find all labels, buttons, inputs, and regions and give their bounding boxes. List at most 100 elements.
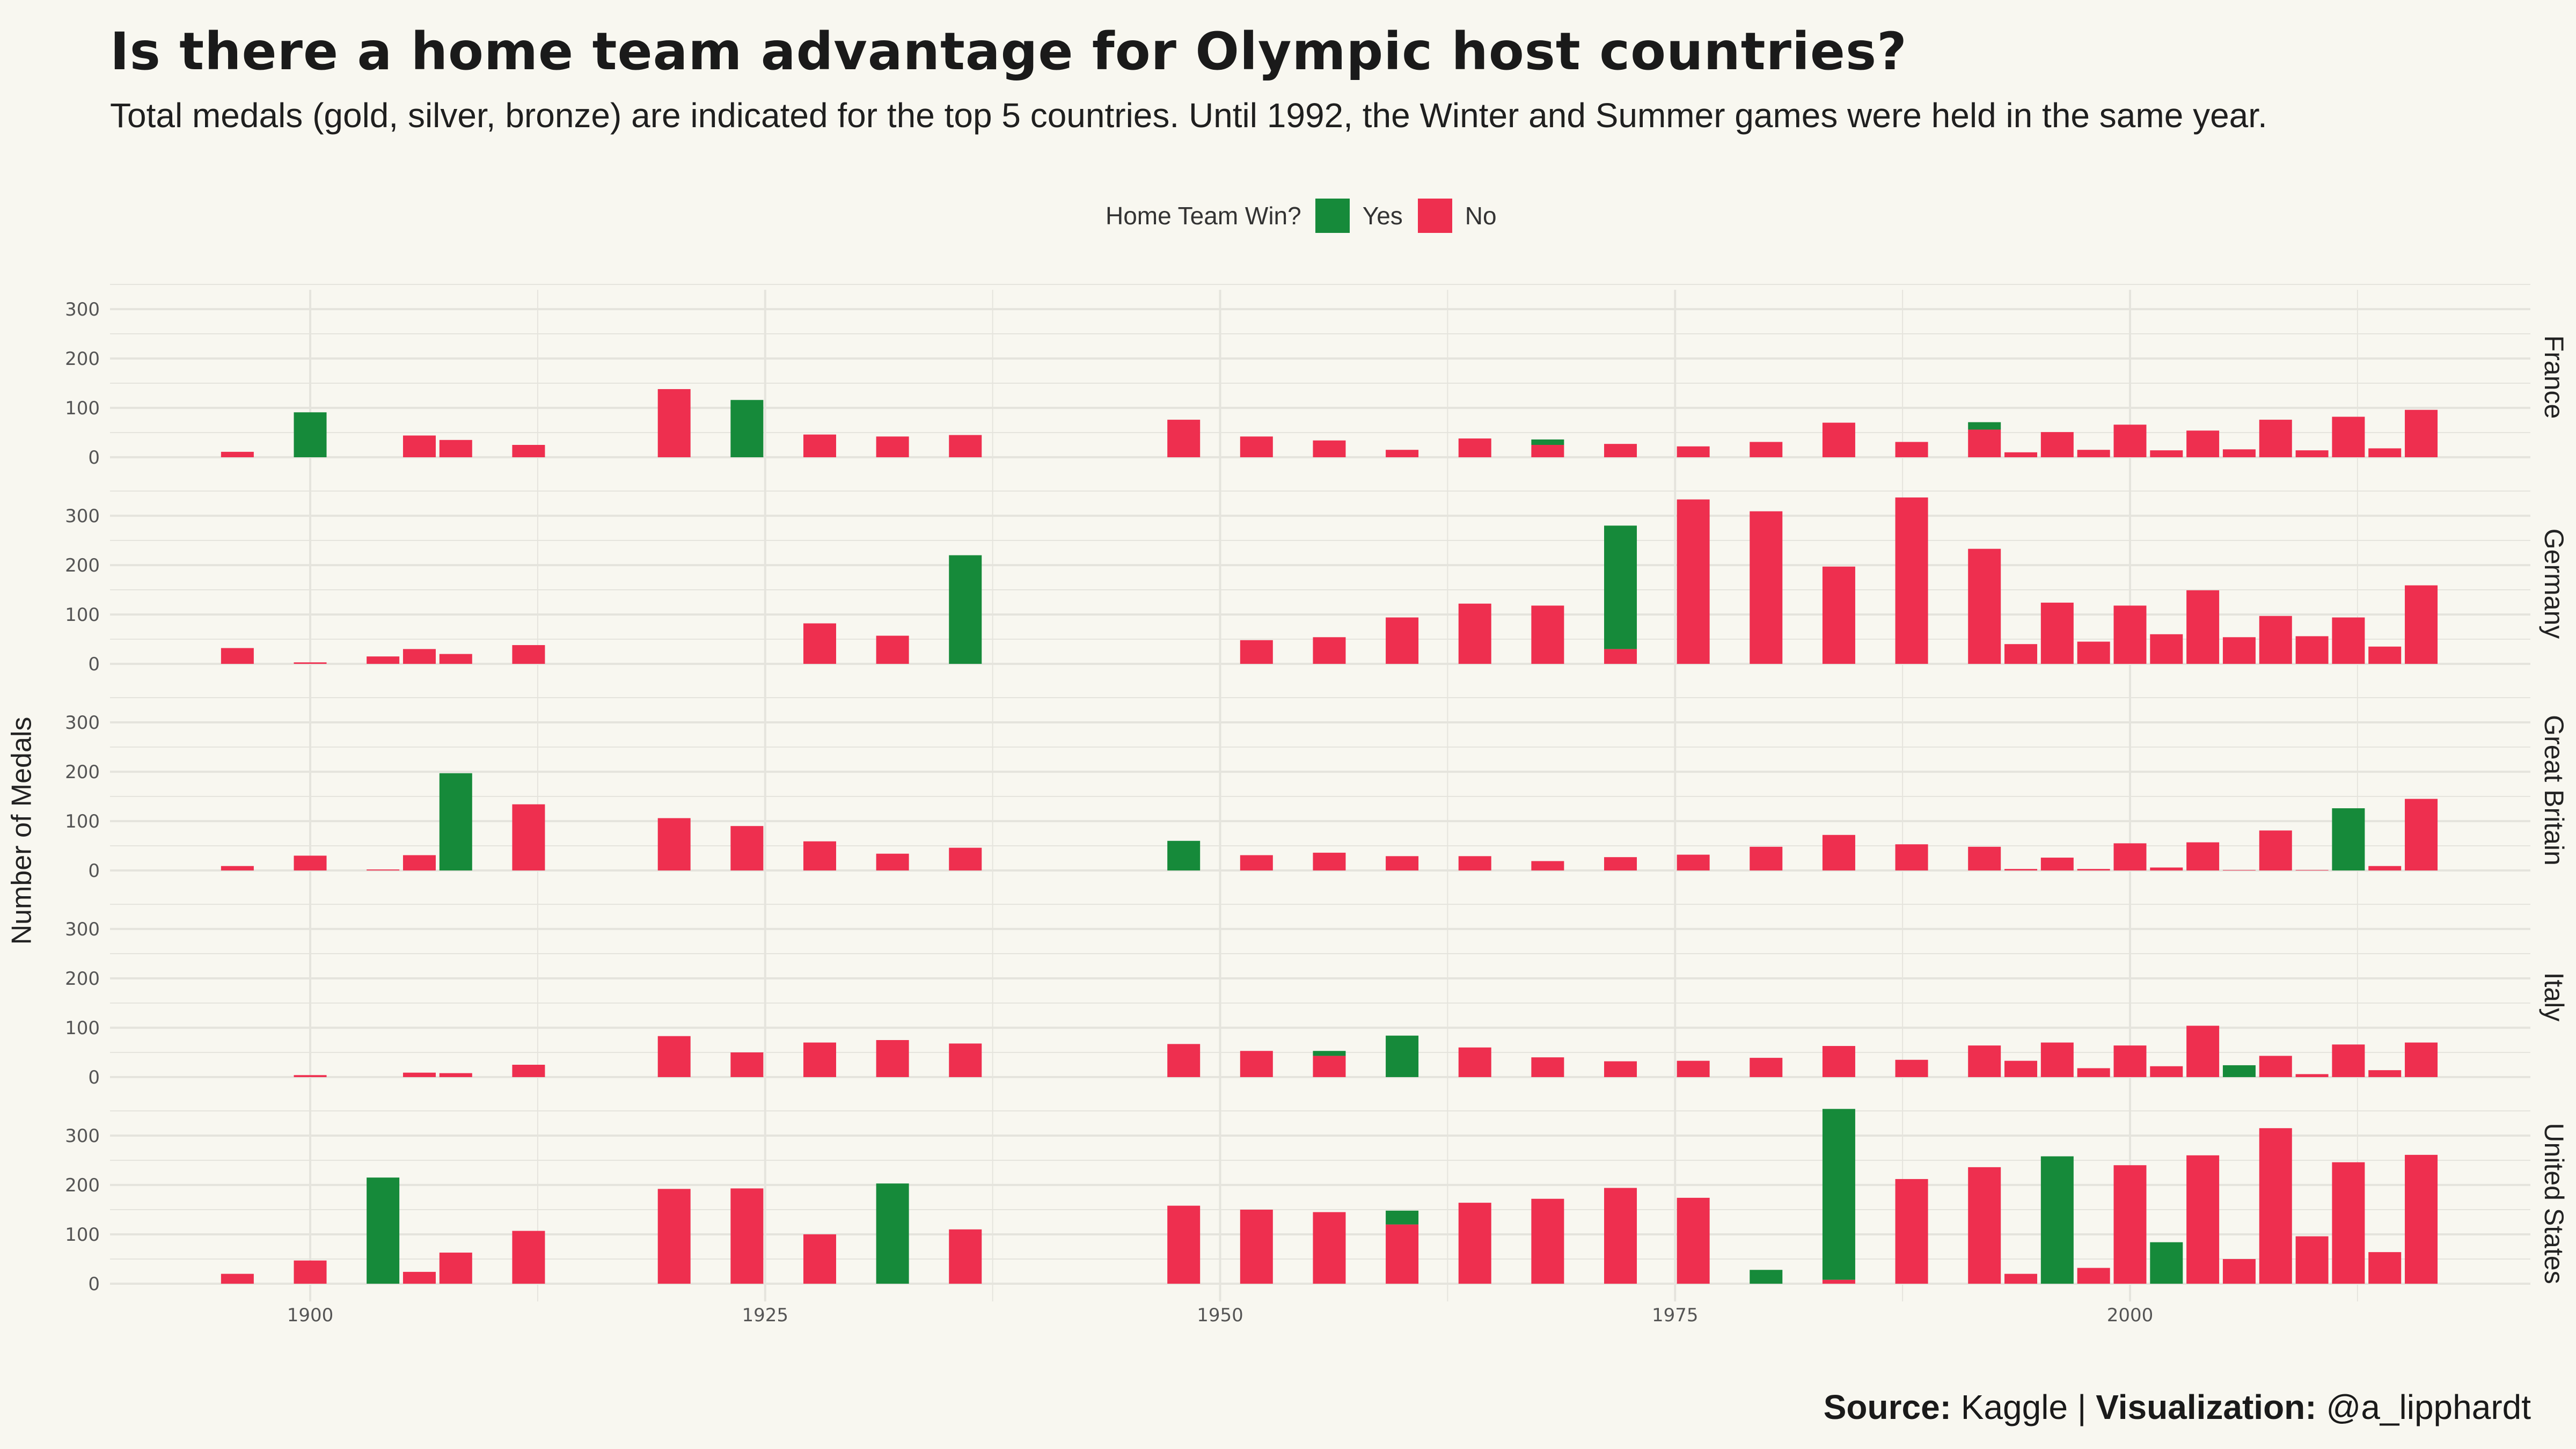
bar-no-home-win bbox=[2405, 409, 2438, 457]
bar-home-win bbox=[1313, 1051, 1346, 1056]
bar-no-home-win bbox=[1968, 1045, 2001, 1077]
bar-no-home-win bbox=[1604, 444, 1637, 457]
bar-no-home-win bbox=[2405, 585, 2438, 664]
bar-no-home-win bbox=[1313, 637, 1346, 664]
bar-no-home-win bbox=[2259, 830, 2292, 870]
bar-no-home-win bbox=[1677, 499, 1710, 664]
bar-no-home-win bbox=[1240, 855, 1273, 870]
bar-no-home-win bbox=[1167, 1205, 1201, 1284]
y-tick-label: 200 bbox=[65, 968, 100, 990]
y-tick-label: 300 bbox=[65, 506, 100, 527]
bar-no-home-win bbox=[2405, 799, 2438, 870]
bar-no-home-win bbox=[1895, 1059, 1928, 1077]
bar-no-home-win bbox=[1604, 857, 1637, 870]
y-tick-label: 100 bbox=[65, 811, 100, 832]
y-tick-label: 200 bbox=[65, 348, 100, 370]
bar-no-home-win bbox=[2113, 1165, 2147, 1284]
bar-no-home-win bbox=[1386, 856, 1419, 870]
bar-no-home-win bbox=[2040, 1042, 2074, 1077]
bar-no-home-win bbox=[2222, 637, 2256, 664]
bar-no-home-win bbox=[730, 826, 764, 870]
bar-no-home-win bbox=[1822, 422, 1855, 457]
bar-no-home-win bbox=[1604, 649, 1637, 664]
bar-no-home-win bbox=[949, 847, 982, 870]
bar-no-home-win bbox=[2113, 843, 2147, 870]
bar-no-home-win bbox=[1240, 1051, 1273, 1077]
bar-no-home-win bbox=[2004, 869, 2038, 870]
bar-no-home-win bbox=[2295, 450, 2329, 457]
bar-no-home-win bbox=[2113, 605, 2147, 664]
bar-no-home-win bbox=[2295, 1074, 2329, 1077]
bar-no-home-win bbox=[1822, 566, 1855, 664]
bar-no-home-win bbox=[2332, 1044, 2365, 1077]
bar-no-home-win bbox=[803, 434, 836, 457]
bar-no-home-win bbox=[439, 440, 472, 457]
y-tick-label: 100 bbox=[65, 398, 100, 419]
bar-home-win bbox=[730, 400, 764, 457]
bar-home-win bbox=[2332, 808, 2365, 870]
bar-no-home-win bbox=[876, 635, 909, 664]
chart-subtitle: Total medals (gold, silver, bronze) are … bbox=[110, 96, 2267, 135]
bar-no-home-win bbox=[1895, 497, 1928, 664]
bar-no-home-win bbox=[1677, 1197, 1710, 1284]
bar-no-home-win bbox=[512, 804, 545, 870]
bar-no-home-win bbox=[1386, 1224, 1419, 1284]
bar-no-home-win bbox=[2040, 432, 2074, 457]
y-tick-label: 300 bbox=[65, 1125, 100, 1147]
y-tick-label: 0 bbox=[88, 1274, 100, 1295]
bar-no-home-win bbox=[1167, 1044, 1201, 1077]
visualization-value: @a_lipphardt bbox=[2316, 1388, 2531, 1426]
y-tick-label: 0 bbox=[88, 1067, 100, 1088]
bar-no-home-win bbox=[2368, 1252, 2402, 1284]
bar-no-home-win bbox=[2186, 430, 2220, 457]
x-tick-label: 1950 bbox=[1197, 1305, 1243, 1326]
bar-no-home-win bbox=[876, 853, 909, 870]
legend-key-yes bbox=[1315, 199, 1350, 233]
y-tick-label: 100 bbox=[65, 1018, 100, 1039]
bar-no-home-win bbox=[1677, 854, 1710, 870]
bar-no-home-win bbox=[402, 1271, 436, 1284]
bar-no-home-win bbox=[1458, 1203, 1491, 1284]
bar-no-home-win bbox=[803, 1234, 836, 1284]
bar-no-home-win bbox=[1386, 450, 1419, 457]
bar-no-home-win bbox=[1531, 861, 1564, 870]
bar-no-home-win bbox=[657, 389, 691, 457]
bar-no-home-win bbox=[949, 1043, 982, 1077]
source-caption: Source: Kaggle | Visualization: @a_lipph… bbox=[1824, 1387, 2531, 1427]
source-label: Source: bbox=[1823, 1388, 1951, 1426]
source-value: Kaggle | bbox=[1951, 1388, 2096, 1426]
bar-no-home-win bbox=[1968, 548, 2001, 664]
bar-no-home-win bbox=[1822, 835, 1855, 870]
bar-no-home-win bbox=[1531, 1057, 1564, 1077]
bar-no-home-win bbox=[367, 656, 400, 664]
bar-no-home-win bbox=[512, 1065, 545, 1077]
bar-no-home-win bbox=[1750, 1058, 1783, 1077]
bar-no-home-win bbox=[439, 654, 472, 664]
bar-no-home-win bbox=[2040, 858, 2074, 870]
y-tick-label: 0 bbox=[88, 654, 100, 675]
bar-no-home-win bbox=[2004, 1274, 2038, 1284]
bar-no-home-win bbox=[2295, 636, 2329, 664]
bar-no-home-win bbox=[1458, 603, 1491, 664]
y-tick-label: 200 bbox=[65, 1175, 100, 1196]
facet-strip-label: Italy bbox=[2539, 972, 2569, 1022]
bar-no-home-win bbox=[2368, 646, 2402, 664]
y-tick-label: 100 bbox=[65, 604, 100, 626]
bar-no-home-win bbox=[402, 855, 436, 870]
bar-home-win bbox=[294, 412, 327, 457]
x-tick-label: 1975 bbox=[1652, 1305, 1699, 1326]
bar-no-home-win bbox=[1677, 1060, 1710, 1077]
bar-no-home-win bbox=[1531, 605, 1564, 664]
bar-home-win bbox=[1750, 1270, 1783, 1284]
bar-no-home-win bbox=[1750, 846, 1783, 870]
bar-no-home-win bbox=[2150, 1066, 2183, 1077]
bar-no-home-win bbox=[657, 1036, 691, 1077]
bar-no-home-win bbox=[1458, 438, 1491, 457]
bar-no-home-win bbox=[294, 855, 327, 870]
bar-no-home-win bbox=[294, 1075, 327, 1077]
bar-no-home-win bbox=[2259, 1128, 2292, 1284]
facet-strip-label: France bbox=[2539, 335, 2569, 419]
bar-no-home-win bbox=[2259, 1056, 2292, 1077]
bar-no-home-win bbox=[2004, 452, 2038, 457]
